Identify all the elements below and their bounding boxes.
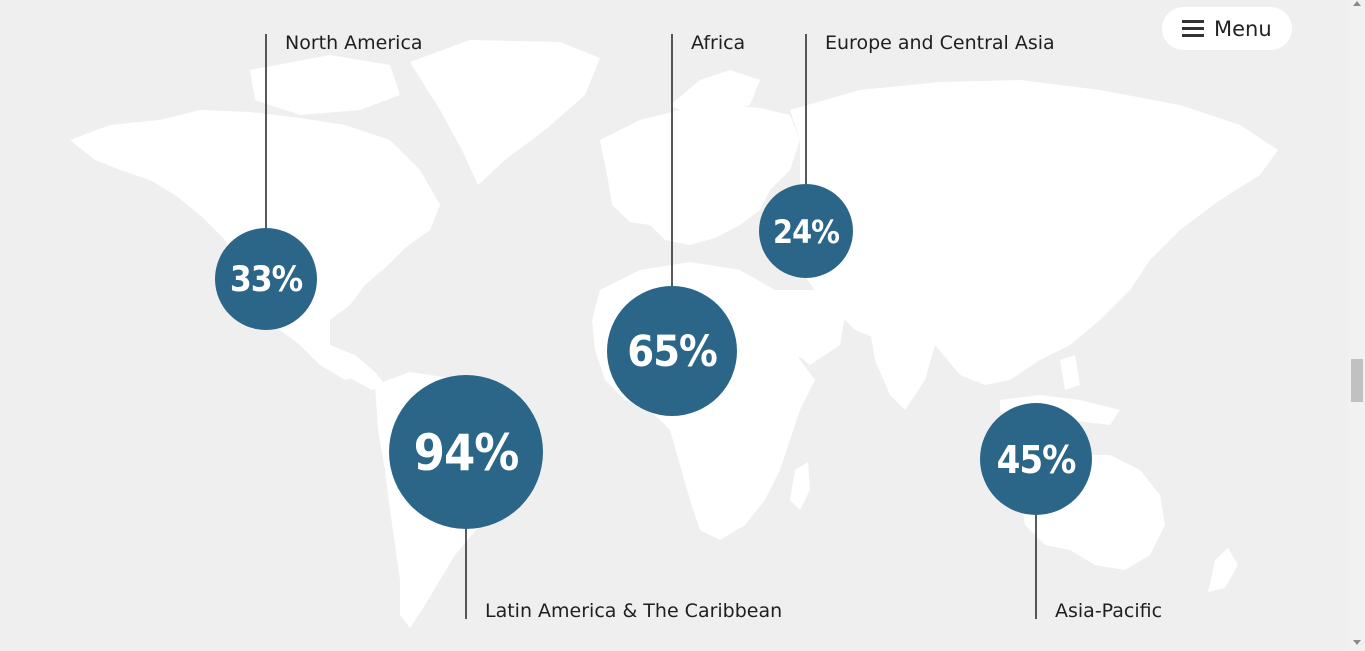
vertical-scrollbar[interactable] <box>1348 0 1365 651</box>
scroll-down-arrow-icon[interactable] <box>1353 640 1361 645</box>
europe-and-central-asia-value-label: 24% <box>773 213 839 251</box>
north-america-region-label: North America <box>285 32 423 54</box>
menu-button-label: Menu <box>1214 16 1272 41</box>
europe-and-central-asia-bubble <box>759 184 853 278</box>
asia-pacific-region-label: Asia-Pacific <box>1055 600 1162 622</box>
hamburger-icon <box>1182 20 1204 37</box>
africa-bubble <box>607 286 737 416</box>
scrollbar-thumb[interactable] <box>1351 359 1363 402</box>
north-america-bubble <box>215 228 317 330</box>
latin-america-the-caribbean-value-label: 94% <box>414 424 519 482</box>
scroll-up-arrow-icon[interactable] <box>1353 1 1361 6</box>
asia-pacific-value-label: 45% <box>997 438 1077 482</box>
asia-pacific-bubble <box>980 403 1092 515</box>
latin-america-the-caribbean-bubble <box>389 375 543 529</box>
north-america-value-label: 33% <box>230 260 303 300</box>
africa-region-label: Africa <box>691 32 745 54</box>
menu-button[interactable]: Menu <box>1162 7 1292 50</box>
latin-america-the-caribbean-region-label: Latin America & The Caribbean <box>485 600 782 622</box>
europe-and-central-asia-region-label: Europe and Central Asia <box>825 32 1055 54</box>
africa-value-label: 65% <box>627 327 717 377</box>
bubble-layer: 33% North America 65% Africa 24% Europe and C… <box>215 32 1162 622</box>
